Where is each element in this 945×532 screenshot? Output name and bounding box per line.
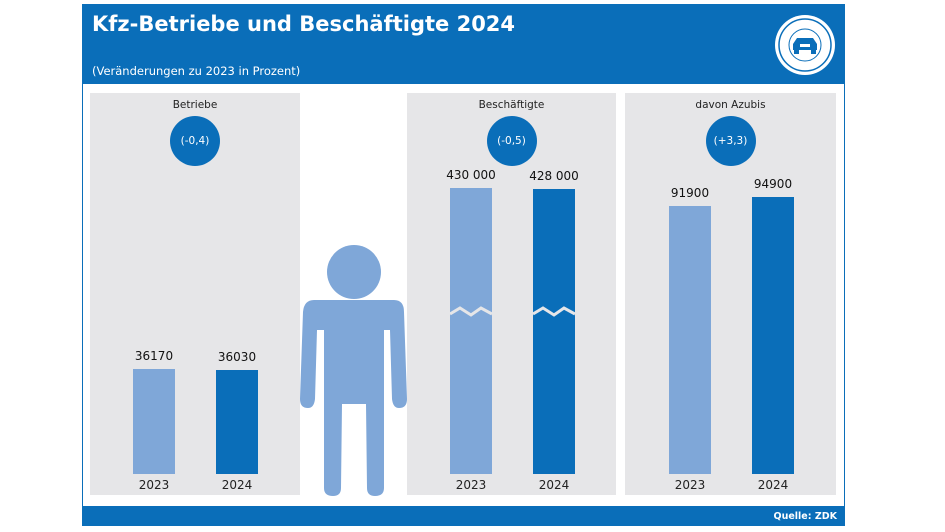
year-label: 2023: [674, 478, 706, 492]
panel-beschaeftigte: Beschäftigte (-0,5) 430 000 2023 428 000 202…: [407, 93, 616, 495]
value-label: 94900: [753, 177, 793, 191]
year-label: 2024: [757, 478, 789, 492]
person-figure: [300, 245, 407, 496]
panel-title: Betriebe: [172, 99, 218, 111]
panel-betriebe: Betriebe (-0,4) 36170 2023 36030 2024: [90, 93, 300, 495]
year-label: 2024: [538, 478, 570, 492]
year-label: 2023: [455, 478, 487, 492]
bar-2024: [216, 370, 258, 474]
panel-azubis: davon Azubis (+3,3) 91900 2023 94900 2024: [625, 93, 836, 495]
bar-2023: [450, 188, 492, 474]
footer-bar: [82, 506, 845, 526]
year-label: 2024: [221, 478, 253, 492]
panel-title: Beschäftigte: [478, 99, 545, 111]
change-badge: (-0,4): [170, 116, 220, 166]
bar-2024: [533, 189, 575, 474]
kfz-gewerbe-logo: [775, 15, 835, 75]
axis-break-icon: [450, 306, 492, 317]
value-label: 430 000: [446, 168, 496, 182]
panel-title: davon Azubis: [695, 99, 766, 111]
person-head: [327, 245, 381, 299]
bar-2024: [752, 197, 794, 474]
bar-2023: [133, 369, 175, 474]
value-label: 36170: [134, 349, 174, 363]
header-bar: [82, 4, 845, 84]
change-badge: (+3,3): [705, 116, 756, 166]
axis-break-icon: [533, 306, 575, 317]
person-body: [300, 300, 407, 496]
source-note: Quelle: ZDK: [773, 511, 837, 522]
year-label: 2023: [138, 478, 170, 492]
value-label: 91900: [670, 186, 710, 200]
chart-subtitle: (Veränderungen zu 2023 in Prozent): [92, 64, 301, 78]
change-badge: (-0,5): [486, 116, 537, 166]
chart-title: Kfz-Betriebe und Beschäftigte 2024: [92, 12, 516, 36]
value-label: 36030: [217, 350, 257, 364]
value-label: 428 000: [529, 169, 579, 183]
bar-2023: [669, 206, 711, 474]
